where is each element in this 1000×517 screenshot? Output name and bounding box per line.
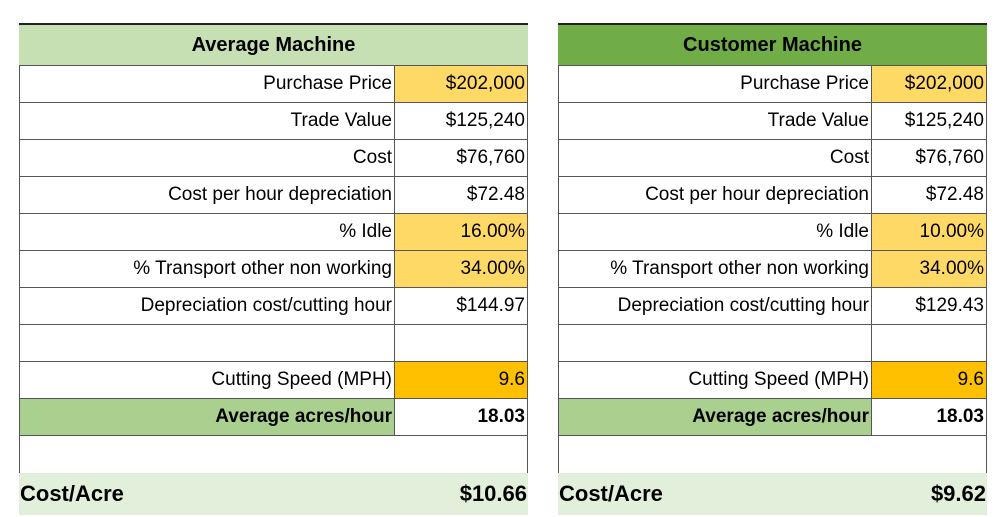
row-value[interactable] xyxy=(395,325,528,361)
cost-label: Cost/Acre xyxy=(20,481,124,506)
table-row: Purchase Price $202,000 xyxy=(19,66,528,103)
row-label: Cutting Speed (MPH) xyxy=(20,362,395,398)
row-value[interactable]: 16.00% xyxy=(395,214,528,250)
row-label: Cost per hour depreciation xyxy=(559,177,872,213)
row-label: Average acres/hour xyxy=(20,399,395,435)
row-label xyxy=(20,325,395,361)
cost-value: $10.66 xyxy=(459,481,527,506)
table-row xyxy=(558,325,987,362)
row-label: Purchase Price xyxy=(20,66,395,102)
row-value[interactable]: 34.00% xyxy=(872,251,987,287)
table-row: % Idle 16.00% xyxy=(19,214,528,251)
table-row: % Transport other non working 34.00% xyxy=(558,251,987,288)
table-title: Customer Machine xyxy=(558,25,987,66)
table-row: % Transport other non working 34.00% xyxy=(19,251,528,288)
row-label: % Idle xyxy=(559,214,872,250)
row-value[interactable]: $76,760 xyxy=(872,140,987,176)
table-row: Depreciation cost/cutting hour $129.43 xyxy=(558,288,987,325)
row-value[interactable]: $76,760 xyxy=(395,140,528,176)
row-value[interactable]: $144.97 xyxy=(395,288,528,324)
table-row: Cost $76,760 xyxy=(19,140,528,177)
table-row: Cost per hour depreciation $72.48 xyxy=(558,177,987,214)
row-label: Cost xyxy=(20,140,395,176)
table-row: Cost per hour depreciation $72.48 xyxy=(19,177,528,214)
row-label: Cost per hour depreciation xyxy=(20,177,395,213)
row-value[interactable]: 9.6 xyxy=(872,362,987,398)
cost-value: $9.62 xyxy=(930,481,986,506)
table-row: Purchase Price $202,000 xyxy=(558,66,987,103)
row-label: Depreciation cost/cutting hour xyxy=(559,288,872,324)
row-value[interactable]: $125,240 xyxy=(872,103,987,139)
table-row: Trade Value $125,240 xyxy=(558,103,987,140)
row-value[interactable]: $129.43 xyxy=(872,288,987,324)
table-row: Cutting Speed (MPH) 9.6 xyxy=(558,362,987,399)
table-title: Average Machine xyxy=(19,25,528,66)
row-label: Trade Value xyxy=(20,103,395,139)
row-label: Depreciation cost/cutting hour xyxy=(20,288,395,324)
table-row: Cutting Speed (MPH) 9.6 xyxy=(19,362,528,399)
row-label: Purchase Price xyxy=(559,66,872,102)
table-row: Depreciation cost/cutting hour $144.97 xyxy=(19,288,528,325)
row-value[interactable]: $72.48 xyxy=(395,177,528,213)
average-machine-table: Average Machine Purchase Price $202,000 … xyxy=(19,23,528,515)
cost-per-acre-row: Cost/Acre $9.62 xyxy=(558,473,987,515)
blank-row xyxy=(19,436,528,473)
row-value[interactable]: 18.03 xyxy=(395,399,528,435)
row-value[interactable]: 18.03 xyxy=(872,399,987,435)
row-label: % Transport other non working xyxy=(559,251,872,287)
table-row: Average acres/hour 18.03 xyxy=(558,399,987,436)
row-label: Cost xyxy=(559,140,872,176)
row-label: Cutting Speed (MPH) xyxy=(559,362,872,398)
table-row xyxy=(19,325,528,362)
row-label: % Transport other non working xyxy=(20,251,395,287)
row-label: Average acres/hour xyxy=(559,399,872,435)
blank-row xyxy=(558,436,987,473)
table-row: Cost $76,760 xyxy=(558,140,987,177)
row-value[interactable]: $202,000 xyxy=(395,66,528,102)
row-value[interactable] xyxy=(872,325,987,361)
row-value[interactable]: $72.48 xyxy=(872,177,987,213)
row-label: Trade Value xyxy=(559,103,872,139)
table-row: Average acres/hour 18.03 xyxy=(19,399,528,436)
row-value[interactable]: $125,240 xyxy=(395,103,528,139)
row-value[interactable]: 10.00% xyxy=(872,214,987,250)
cost-per-acre-row: Cost/Acre $10.66 xyxy=(19,473,528,515)
row-value[interactable]: $202,000 xyxy=(872,66,987,102)
row-value[interactable]: 9.6 xyxy=(395,362,528,398)
customer-machine-table: Customer Machine Purchase Price $202,000… xyxy=(558,23,987,515)
table-row: % Idle 10.00% xyxy=(558,214,987,251)
row-label xyxy=(559,325,872,361)
row-label: % Idle xyxy=(20,214,395,250)
table-row: Trade Value $125,240 xyxy=(19,103,528,140)
cost-label: Cost/Acre xyxy=(559,481,663,506)
row-value[interactable]: 34.00% xyxy=(395,251,528,287)
